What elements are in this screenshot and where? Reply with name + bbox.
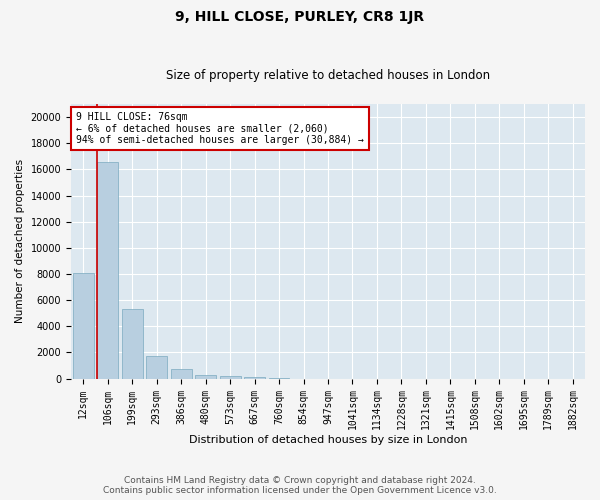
Bar: [122, 310, 143, 378]
Text: 9, HILL CLOSE, PURLEY, CR8 1JR: 9, HILL CLOSE, PURLEY, CR8 1JR: [175, 10, 425, 24]
Bar: [220, 376, 241, 378]
X-axis label: Distribution of detached houses by size in London: Distribution of detached houses by size …: [189, 435, 467, 445]
Bar: [97, 162, 118, 378]
Title: Size of property relative to detached houses in London: Size of property relative to detached ho…: [166, 69, 490, 82]
Bar: [244, 377, 265, 378]
Text: Contains HM Land Registry data © Crown copyright and database right 2024.
Contai: Contains HM Land Registry data © Crown c…: [103, 476, 497, 495]
Y-axis label: Number of detached properties: Number of detached properties: [15, 159, 25, 324]
Bar: [171, 370, 191, 378]
Text: 9 HILL CLOSE: 76sqm
← 6% of detached houses are smaller (2,060)
94% of semi-deta: 9 HILL CLOSE: 76sqm ← 6% of detached hou…: [76, 112, 364, 146]
Bar: [195, 375, 216, 378]
Bar: [146, 356, 167, 378]
Bar: [73, 272, 94, 378]
